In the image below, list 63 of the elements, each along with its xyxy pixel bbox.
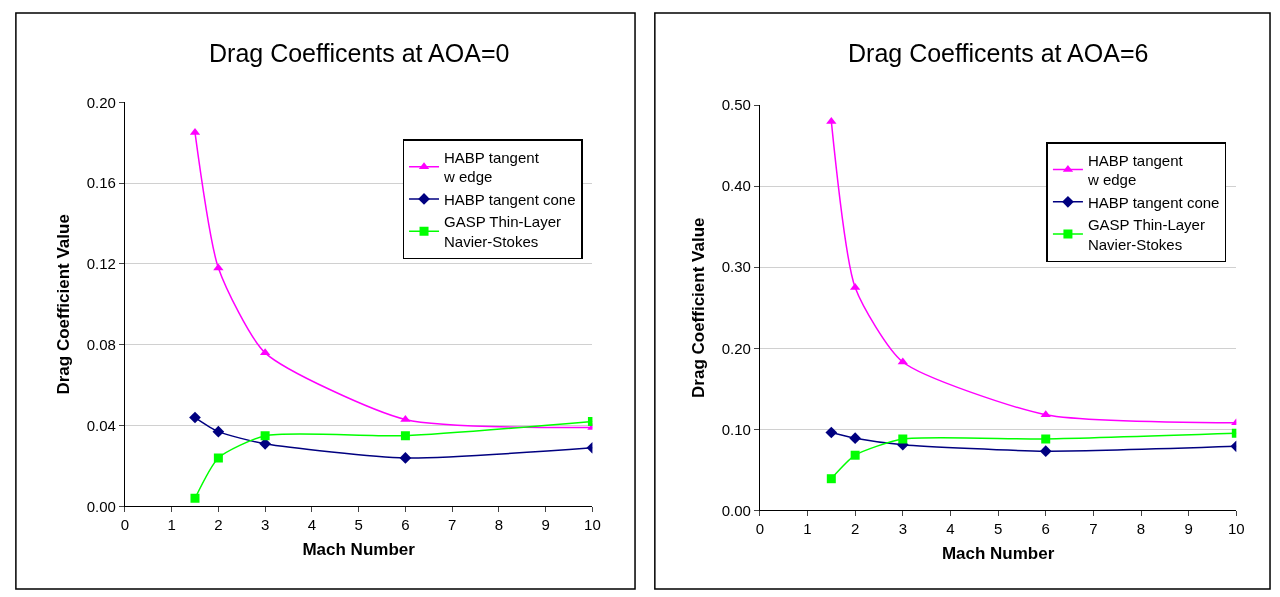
y-tick-label: 0.10 [721, 420, 751, 438]
x-tick-label: 5 [354, 516, 363, 534]
legend-label: HABP tangent w edge [443, 148, 540, 186]
x-tick-label: 5 [993, 520, 1003, 538]
x-tick-label: 4 [307, 516, 317, 534]
point [898, 434, 908, 444]
y-tick-label: 0.04 [86, 416, 116, 434]
point [1041, 434, 1051, 444]
chart-title: Drag Coefficents at AOA=6 [848, 39, 1149, 67]
y-axis-title: Drag Coefficient Value [54, 214, 74, 395]
y-tick-label: 0.20 [86, 93, 116, 111]
point [897, 357, 908, 365]
chart-title: Drag Coefficents at AOA=0 [209, 39, 510, 67]
point [212, 425, 225, 438]
legend-label: GASP Thin-Layer Navier-Stokes [444, 213, 562, 250]
legend-label: HABP tangent w edge [1086, 151, 1184, 189]
y-tick-label: 0.12 [86, 255, 116, 273]
x-tick-label: 2 [850, 520, 860, 538]
x-tick-label: 1 [803, 520, 812, 538]
legend-label: HABP tangent cone [1087, 193, 1220, 211]
x-tick-label: 3 [898, 520, 907, 538]
x-tick-label: 4 [946, 520, 955, 538]
point [400, 431, 410, 441]
x-tick-label: 10 [584, 516, 601, 534]
point [213, 263, 224, 271]
x-tick-label: 8 [1136, 520, 1146, 538]
y-tick-label: 0.50 [721, 96, 751, 114]
point [399, 452, 412, 464]
x-tick-label: 9 [541, 516, 550, 534]
point [850, 450, 860, 460]
y-tick-label: 0.16 [86, 174, 116, 192]
point [260, 431, 270, 441]
x-tick-label: 8 [494, 516, 504, 534]
y-tick-label: 0.00 [86, 497, 116, 515]
x-axis-title: Mach Number [941, 543, 1055, 563]
x-tick-label: 6 [401, 516, 410, 534]
point [1039, 445, 1052, 458]
x-tick-label: 9 [1184, 520, 1193, 538]
point [849, 432, 861, 445]
point [825, 426, 838, 439]
x-tick-label: 3 [260, 516, 270, 534]
x-tick-label: 2 [214, 516, 223, 534]
x-axis-title: Mach Number [302, 539, 416, 559]
y-tick-label: 0.08 [86, 336, 116, 354]
x-tick-label: 7 [1089, 520, 1098, 538]
y-tick-label: 0.30 [721, 258, 751, 276]
point [826, 116, 837, 124]
point [190, 493, 200, 503]
x-tick-label: 0 [120, 516, 130, 534]
x-tick-label: 7 [447, 516, 457, 534]
y-tick-label: 0.00 [721, 501, 751, 519]
point [826, 474, 836, 484]
y-axis-title: Drag Coefficient Value [689, 217, 709, 398]
point [189, 411, 201, 424]
x-tick-label: 1 [167, 516, 176, 534]
legend-label: HABP tangent cone [444, 190, 576, 208]
y-tick-label: 0.20 [721, 339, 751, 357]
x-tick-label: 6 [1041, 520, 1050, 538]
x-tick-label: 0 [755, 520, 765, 538]
x-tick-label: 10 [1227, 520, 1245, 538]
legend-label: GASP Thin-Layer Navier-Stokes [1087, 216, 1205, 253]
y-tick-label: 0.40 [721, 177, 751, 195]
point [213, 453, 223, 463]
